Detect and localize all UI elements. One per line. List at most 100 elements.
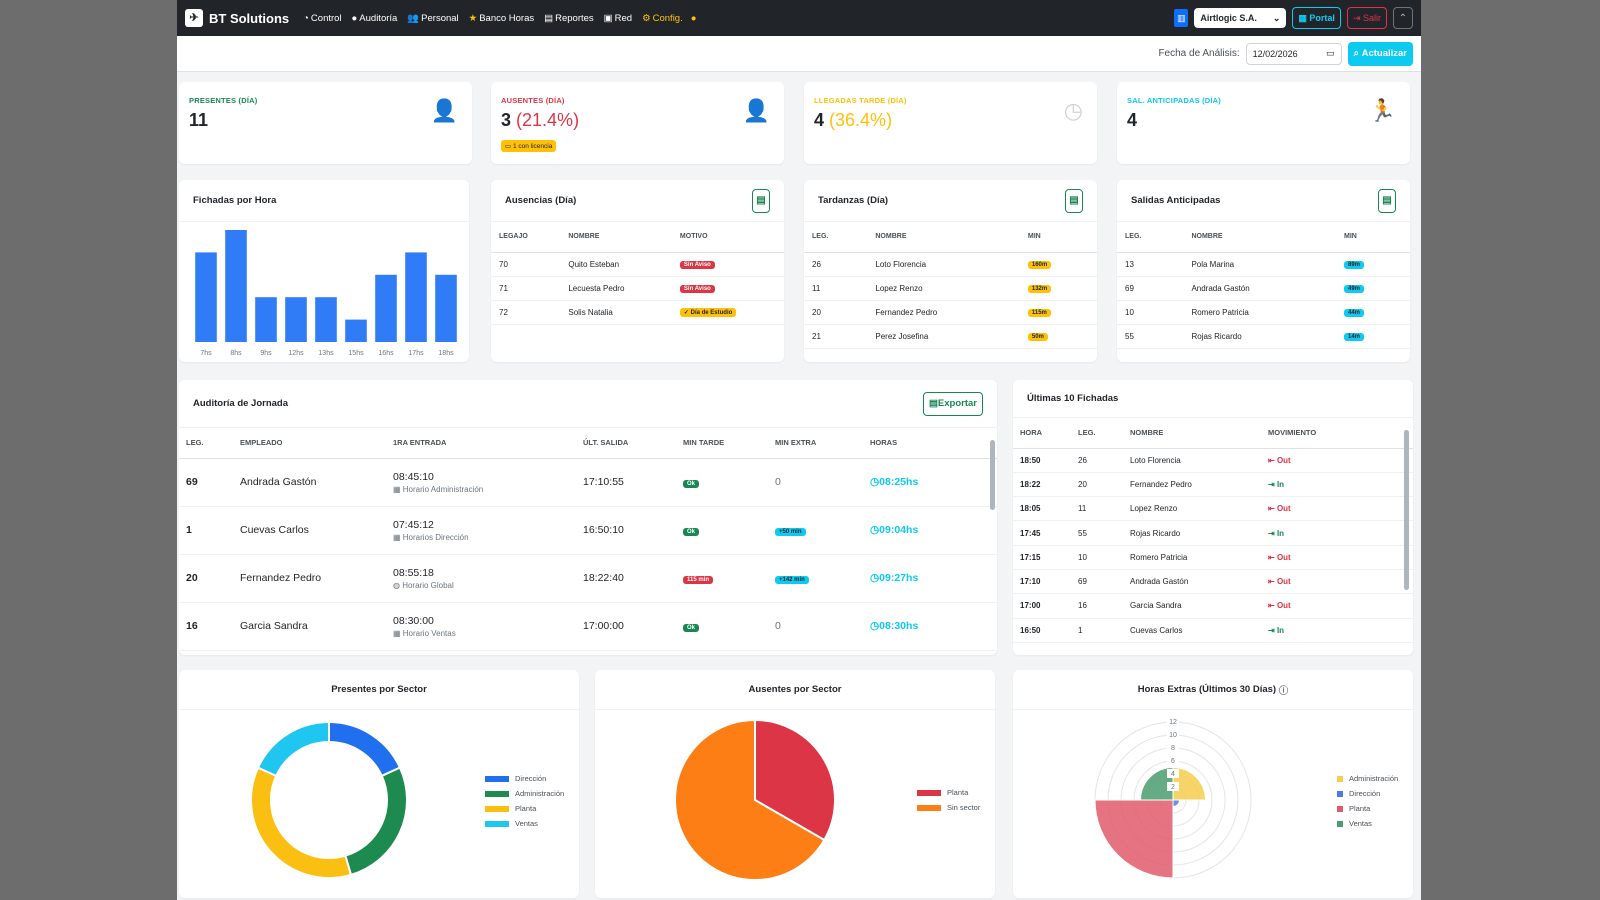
slice-Planta[interactable]: [250, 766, 353, 879]
column-header[interactable]: LEG.: [1071, 418, 1123, 449]
column-header[interactable]: ÚLT. SALIDA: [576, 428, 676, 459]
legend-item[interactable]: Dirección: [1337, 789, 1398, 798]
bar-13hs[interactable]: [315, 297, 337, 342]
extra-value: 0: [775, 620, 781, 632]
legend-item[interactable]: Ventas: [1337, 819, 1398, 828]
legend-item[interactable]: Planta: [1337, 804, 1398, 813]
legend-item[interactable]: Ventas: [485, 819, 564, 828]
column-header[interactable]: NOMBRE: [560, 222, 672, 253]
table-row[interactable]: 55 Rojas Ricardo 14m: [1117, 324, 1410, 349]
bar-16hs[interactable]: [375, 274, 397, 342]
table-row[interactable]: 17:00 16 Garcia Sandra ⇤ Out: [1013, 593, 1413, 619]
slice-Planta[interactable]: [754, 718, 836, 842]
column-header[interactable]: HORA: [1013, 418, 1071, 449]
table-row[interactable]: 11 Lopez Renzo 132m: [804, 276, 1097, 301]
legend-item[interactable]: Dirección: [485, 774, 564, 783]
nav-item-personal[interactable]: 👥 Personal: [407, 13, 458, 24]
bar-15hs[interactable]: [345, 319, 367, 342]
update-button[interactable]: ⌕ Actualizar: [1347, 41, 1413, 66]
alert-icon[interactable]: ●: [690, 12, 697, 24]
table-row[interactable]: 69 Andrada Gastón 49m: [1117, 276, 1410, 301]
column-header[interactable]: LEG.: [1117, 222, 1184, 253]
table-row[interactable]: 20 Fernandez Pedro 115m: [804, 300, 1097, 325]
polar-segment-Dirección[interactable]: [1172, 799, 1181, 808]
nav-item-config-[interactable]: ⚙ Config.: [642, 13, 683, 24]
slice-Dirección[interactable]: [328, 720, 402, 778]
nav-item-label: Auditoría: [359, 12, 398, 24]
export-excel-button[interactable]: ▤: [1378, 188, 1396, 213]
export-excel-button[interactable]: ▤: [1065, 188, 1083, 213]
movimiento-cell: ⇤ Out: [1261, 448, 1413, 473]
column-header[interactable]: 1RA ENTRADA: [386, 428, 576, 459]
bar-18hs[interactable]: [435, 274, 457, 342]
table-row[interactable]: 17:45 55 Rojas Ricardo ⇥ In: [1013, 520, 1413, 546]
table-row[interactable]: 13 Pola Marina 89m: [1117, 252, 1410, 277]
scrollbar[interactable]: [1404, 430, 1409, 590]
column-header[interactable]: MIN: [1019, 222, 1097, 253]
table-row[interactable]: 18:05 11 Lopez Renzo ⇤ Out: [1013, 496, 1413, 522]
date-input[interactable]: 12/02/2026 ▭: [1245, 42, 1342, 65]
legend-item[interactable]: Planta: [917, 788, 980, 797]
collapse-button[interactable]: ⌃: [1393, 7, 1413, 29]
slice-Sin sector[interactable]: [674, 718, 826, 881]
table-row[interactable]: 1 Cuevas Carlos 07:45:12 ▦ Horarios Direcci…: [179, 506, 997, 555]
nav-item-banco-horas[interactable]: ★ Banco Horas: [469, 13, 534, 24]
bar-8hs[interactable]: [225, 230, 247, 342]
polar-segment-Planta[interactable]: [1094, 799, 1174, 879]
nav-item-control[interactable]: ◔ Control: [303, 13, 341, 24]
nav-item-red[interactable]: ▣ Red: [604, 13, 632, 24]
horas-cell: ◷08:30hs: [863, 602, 997, 651]
table-row[interactable]: 10 Romero Patricia 44m: [1117, 300, 1410, 325]
table-row[interactable]: 17:15 10 Romero Patricia ⇤ Out: [1013, 545, 1413, 570]
info-icon[interactable]: ⓘ: [1278, 685, 1289, 697]
column-header[interactable]: EMPLEADO: [233, 428, 386, 459]
slice-Ventas[interactable]: [256, 720, 330, 778]
legend-item[interactable]: Sin sector: [917, 803, 980, 812]
column-header[interactable]: MIN: [1336, 222, 1410, 253]
bar-9hs[interactable]: [255, 297, 277, 342]
table-row[interactable]: 21 Perez Josefina 50m: [804, 324, 1097, 349]
column-header[interactable]: NOMBRE: [1183, 222, 1336, 253]
table-row[interactable]: 71 Lecuesta Pedro Sin Aviso: [491, 276, 784, 301]
table-row[interactable]: 26 Loto Florencia 160m: [804, 252, 1097, 277]
table-row[interactable]: 20 Fernandez Pedro 08:55:18 ◍ Horario Globa…: [179, 554, 997, 603]
scrollbar[interactable]: [990, 440, 995, 510]
table-row[interactable]: 16 Garcia Sandra 08:30:00 ▦ Horario Ventas 1…: [179, 602, 997, 651]
company-select[interactable]: Airtlogic S.A. ⌄: [1194, 8, 1287, 28]
column-header[interactable]: LEGAJO: [491, 222, 561, 253]
polar-segment-Ventas[interactable]: [1139, 766, 1174, 801]
legend-item[interactable]: Planta: [485, 804, 564, 813]
column-header[interactable]: NOMBRE: [867, 222, 1020, 253]
legend-swatch: [1337, 775, 1343, 782]
legend-item[interactable]: Administración: [1337, 774, 1398, 783]
export-excel-button[interactable]: ▤: [752, 188, 770, 213]
bar-12hs[interactable]: [285, 297, 307, 342]
column-header[interactable]: LEG.: [179, 428, 233, 459]
legend-item[interactable]: Administración: [485, 789, 564, 798]
table-row[interactable]: 18:22 20 Fernandez Pedro ⇥ In: [1013, 472, 1413, 498]
nav-item-auditoría[interactable]: ● Auditoría: [352, 13, 398, 24]
bar-17hs[interactable]: [405, 252, 427, 342]
column-header[interactable]: MOTIVO: [671, 222, 784, 253]
polar-segment-Administración[interactable]: [1172, 766, 1207, 801]
movimiento-cell: ⇥ In: [1261, 618, 1413, 643]
column-header[interactable]: MIN EXTRA: [768, 428, 863, 459]
column-header[interactable]: MIN TARDE: [676, 428, 768, 459]
export-button[interactable]: ▤ Exportar: [922, 391, 983, 416]
column-header[interactable]: MOVIMIENTO: [1261, 418, 1413, 449]
column-header[interactable]: LEG.: [804, 222, 868, 253]
slice-Administración[interactable]: [344, 766, 408, 877]
table-row[interactable]: 70 Quito Esteban Sin Aviso: [491, 252, 784, 277]
table-row[interactable]: 18:50 26 Loto Florencia ⇤ Out: [1013, 448, 1413, 473]
table-row[interactable]: 17:10 69 Andrada Gastón ⇤ Out: [1013, 569, 1413, 595]
table-row[interactable]: 16:50 1 Cuevas Carlos ⇥ In: [1013, 618, 1413, 643]
bar-7hs[interactable]: [195, 252, 217, 342]
column-header[interactable]: HORAS: [863, 428, 997, 459]
portal-button[interactable]: ▦ Portal: [1292, 7, 1341, 29]
table-row[interactable]: 72 Solis Natalia ✓ Día de Estudio: [491, 300, 784, 325]
column-header[interactable]: NOMBRE: [1123, 418, 1261, 449]
nav-item-reportes[interactable]: ▤ Reportes: [544, 13, 594, 24]
logout-button[interactable]: ⇥ Salir: [1346, 7, 1387, 29]
brand[interactable]: ✈ BT Solutions: [185, 9, 289, 27]
table-row[interactable]: 69 Andrada Gastón 08:45:10 ▦ Horario Admini…: [179, 458, 997, 507]
